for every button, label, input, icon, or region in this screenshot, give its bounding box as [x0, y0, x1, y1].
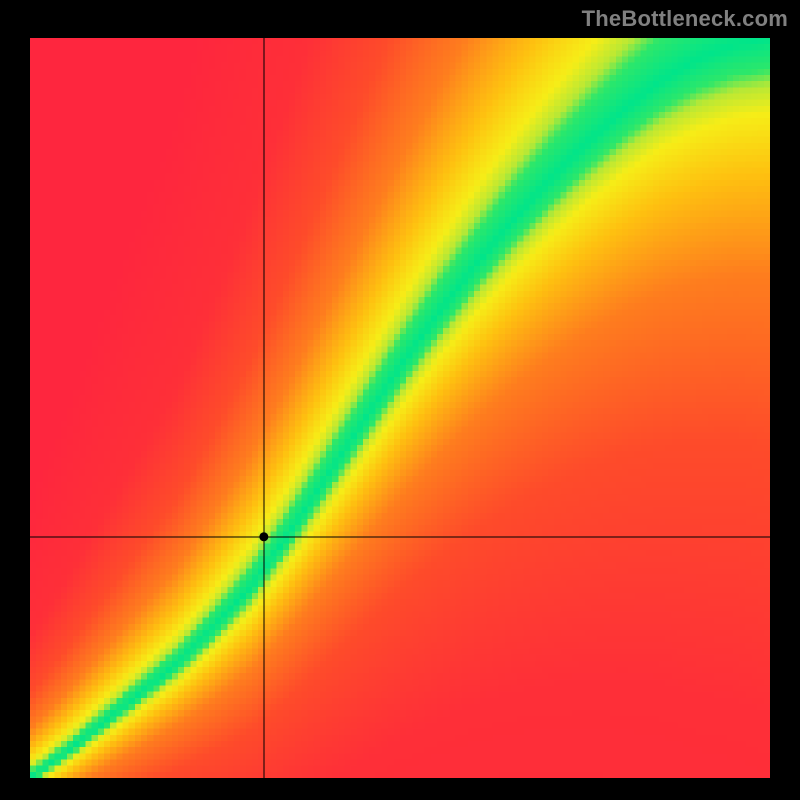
watermark-text: TheBottleneck.com: [582, 6, 788, 32]
chart-container: TheBottleneck.com: [0, 0, 800, 800]
heatmap-canvas: [30, 38, 770, 778]
